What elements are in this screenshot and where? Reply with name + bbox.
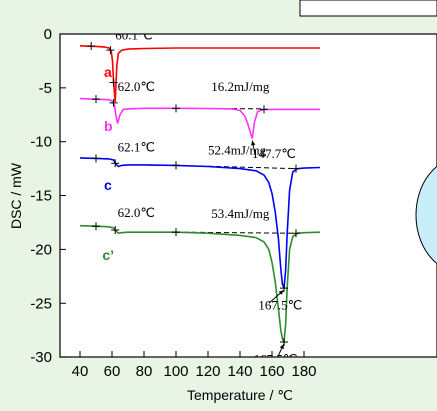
- data-marker-11: [92, 222, 100, 231]
- data-marker-9: [172, 161, 180, 170]
- arrow-head-2: [251, 140, 256, 146]
- x-tick-label-3: 100: [163, 363, 188, 380]
- x-tick-label-4: 120: [195, 363, 220, 380]
- curve-label-0: a: [104, 64, 112, 80]
- data-marker-3: [92, 95, 100, 104]
- series-line-3: [79, 224, 321, 345]
- annotation-0: 60.1℃: [115, 27, 152, 42]
- x-tick-label-6: 160: [259, 363, 284, 380]
- data-marker-5: [172, 104, 180, 113]
- data-marker-16: [280, 338, 288, 347]
- y-axis-label: DSC / mW: [8, 162, 24, 229]
- data-marker-8: [111, 159, 120, 168]
- annotation-3: 147.7℃: [252, 146, 296, 161]
- inset-bubble: [415, 165, 437, 265]
- data-marker-12: [111, 226, 120, 235]
- data-marker-0: [87, 42, 96, 51]
- x-tick-label-5: 140: [227, 363, 252, 380]
- data-marker-1: [106, 46, 115, 55]
- curve-label-1: b: [104, 118, 113, 134]
- x-tick-label-0: 40: [72, 363, 89, 380]
- data-marker-4: [109, 98, 118, 107]
- annotation-8: 167.5℃: [258, 298, 302, 313]
- y-tick-label-5: -25: [30, 295, 52, 312]
- frame-tab: [299, 0, 437, 17]
- series-line-2: [79, 157, 321, 289]
- arrow-head-0: [278, 290, 284, 295]
- data-marker-2: [109, 78, 118, 87]
- x-tick-label-7: 180: [291, 363, 316, 380]
- y-tick-label-6: -30: [30, 349, 52, 366]
- curves-layer: [79, 45, 321, 345]
- y-tick-label-0: 0: [44, 26, 52, 43]
- annotation-5: 52.4mJ/mg: [208, 143, 267, 158]
- curve-label-3: c’: [102, 247, 114, 263]
- y-tick-label-4: -20: [30, 241, 52, 258]
- axes-layer: 40 60 80 100 120 140 160 180 0 -5 -10 -15 -20 -25 -30: [30, 26, 316, 380]
- annotation-2: 16.2mJ/mg: [211, 79, 270, 94]
- annotation-layer: a b c c’ 60.1℃ 62.0℃ 16.2mJ/mg 147.7℃ 62.1℃ 52.4m…: [87, 27, 302, 367]
- annotation-4: 62.1℃: [118, 139, 155, 154]
- annotation-6: 62.0℃: [118, 205, 155, 220]
- data-marker-14: [292, 229, 300, 238]
- y-tick-label-2: -10: [30, 134, 52, 151]
- plot-area: [59, 33, 437, 358]
- data-marker-7: [92, 154, 100, 163]
- annotation-1: 62.0℃: [118, 79, 155, 94]
- x-tick-label-2: 80: [136, 363, 153, 380]
- data-marker-13: [172, 228, 180, 237]
- data-marker-10: [292, 164, 300, 173]
- data-marker-15: [280, 284, 288, 293]
- annotation-9: 167.5℃: [254, 352, 298, 367]
- arrow-head-1: [279, 344, 284, 350]
- x-tick-label-1: 60: [104, 363, 121, 380]
- y-tick-label-1: -5: [39, 80, 52, 97]
- series-line-0: [79, 45, 320, 102]
- x-axis-label: Temperature / ℃: [187, 387, 293, 403]
- data-marker-6: [260, 105, 268, 114]
- series-line-1: [79, 97, 320, 139]
- y-tick-label-3: -15: [30, 188, 52, 205]
- curve-label-2: c: [104, 177, 112, 193]
- annotation-7: 53.4mJ/mg: [211, 206, 270, 221]
